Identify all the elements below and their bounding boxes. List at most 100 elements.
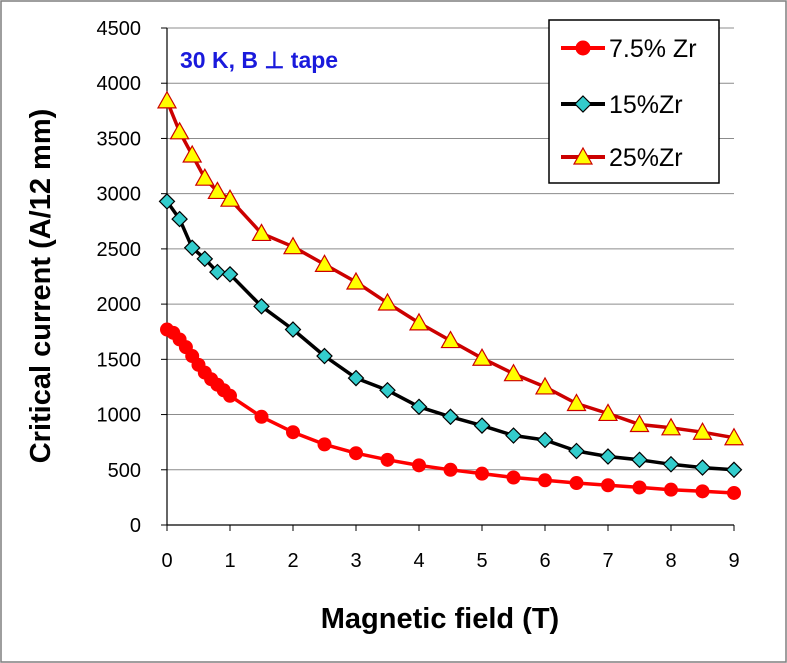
data-point-25-zr-12 — [440, 330, 461, 349]
x-tick-labels: 0 1 2 3 4 5 6 7 8 9 — [161, 550, 739, 572]
data-point-25-zr-10 — [377, 292, 398, 311]
data-point-25-zr-15 — [534, 376, 556, 395]
data-point-7-5-zr-23 — [632, 480, 647, 495]
data-point-25-zr-3 — [194, 167, 215, 186]
data-point-7-5-zr-16 — [412, 458, 426, 473]
x-tick-label-5: 5 — [476, 550, 487, 572]
data-point-25-zr-7 — [282, 236, 304, 255]
data-point-7-5-zr-12 — [286, 425, 300, 440]
data-point-7-5-zr-17 — [443, 462, 458, 477]
data-point-7-5-zr-22 — [601, 478, 615, 493]
data-point-25-zr-20 — [692, 422, 713, 440]
data-point-15-zr-14 — [505, 427, 522, 444]
data-point-25-zr-13 — [471, 348, 493, 366]
data-point-15-zr-2 — [183, 239, 201, 257]
legend-label-15-zr: 15%Zr — [609, 91, 683, 119]
data-point-15-zr-15 — [536, 431, 554, 449]
x-axis-title: Magnetic field (T) — [321, 603, 559, 635]
series-line-15-zr — [165, 200, 735, 472]
data-point-7-5-zr-10 — [223, 388, 237, 403]
data-point-25-zr-18 — [629, 414, 650, 433]
data-point-15-zr-1 — [171, 210, 188, 228]
data-point-15-zr-9 — [347, 369, 365, 387]
data-point-7-5-zr-13 — [317, 437, 332, 452]
x-tick-label-9: 9 — [728, 550, 739, 572]
y-tick-label-4500: 4500 — [97, 18, 142, 40]
data-point-25-zr-17 — [597, 403, 619, 422]
data-point-25-zr-6 — [251, 223, 272, 242]
annotation-label: 30 K, B ⊥ tape — [180, 47, 338, 73]
legend-marker-7-5-zr — [575, 40, 591, 56]
x-tick-label-0: 0 — [161, 550, 172, 572]
data-point-15-zr-6 — [253, 297, 270, 315]
data-point-7-5-zr-19 — [506, 470, 521, 485]
data-series — [156, 90, 745, 500]
y-tick-label-2000: 2000 — [97, 294, 142, 316]
x-tick-label-1: 1 — [224, 550, 235, 572]
data-point-25-zr-1 — [169, 121, 190, 140]
data-point-7-5-zr-14 — [349, 446, 363, 461]
data-point-7-5-zr-15 — [380, 452, 395, 467]
data-point-25-zr-8 — [314, 254, 335, 272]
y-axis-title: Critical current (A/12 mm) — [25, 109, 57, 464]
data-point-25-zr-16 — [566, 393, 587, 412]
data-point-7-5-zr-11 — [254, 409, 269, 424]
data-point-25-zr-11 — [408, 312, 430, 331]
data-point-25-zr-4 — [207, 181, 228, 200]
data-point-7-5-zr-18 — [475, 466, 489, 481]
y-tick-label-3000: 3000 — [97, 184, 142, 206]
data-point-15-zr-10 — [379, 381, 396, 399]
data-point-15-zr-3 — [196, 250, 214, 268]
data-point-25-zr-5 — [219, 188, 241, 207]
legend-entry-25-zr: 25%Zr — [561, 144, 683, 172]
data-point-7-5-zr-20 — [538, 473, 552, 488]
y-tick-label-2500: 2500 — [97, 239, 142, 261]
data-point-15-zr-12 — [442, 408, 459, 426]
data-point-25-zr-2 — [182, 144, 203, 163]
x-tick-label-7: 7 — [602, 550, 613, 572]
x-tick-label-3: 3 — [350, 550, 361, 572]
data-point-25-zr-0 — [156, 90, 178, 109]
data-point-15-zr-16 — [568, 442, 585, 460]
data-point-25-zr-19 — [660, 417, 682, 436]
data-point-15-zr-4 — [209, 263, 226, 281]
data-point-7-5-zr-26 — [727, 485, 741, 500]
y-tick-labels: 0 500 1000 1500 2000 2500 3000 3500 4000 4500 — [97, 18, 142, 537]
y-tick-label-0: 0 — [130, 515, 141, 537]
data-point-15-zr-20 — [694, 459, 711, 476]
x-tick-label-4: 4 — [413, 550, 424, 572]
data-point-7-5-zr-24 — [664, 482, 678, 497]
y-tick-label-500: 500 — [108, 460, 141, 482]
axes — [161, 27, 735, 531]
legend-label-7-5-zr: 7.5% Zr — [609, 35, 697, 63]
legend-entry-15-zr: 15%Zr — [561, 91, 683, 119]
legend: 7.5% Zr 15%Zr 25%Zr — [548, 19, 720, 184]
y-tick-label-3500: 3500 — [97, 128, 142, 150]
data-point-15-zr-5 — [221, 265, 239, 283]
y-tick-label-1000: 1000 — [97, 405, 142, 427]
legend-marker-15-zr — [574, 95, 592, 113]
legend-marker-25-zr — [572, 146, 594, 165]
data-point-15-zr-7 — [284, 321, 302, 338]
series-7-5-zr — [160, 322, 741, 500]
data-point-15-zr-11 — [410, 398, 428, 416]
y-tick-label-1500: 1500 — [97, 349, 142, 371]
data-point-25-zr-14 — [503, 363, 524, 382]
data-point-15-zr-8 — [316, 347, 333, 365]
data-point-15-zr-0 — [158, 193, 176, 210]
legend-entry-7-5-zr: 7.5% Zr — [561, 35, 697, 63]
legend-label-25-zr: 25%Zr — [609, 144, 683, 172]
data-point-15-zr-17 — [599, 448, 617, 465]
data-point-15-zr-18 — [631, 451, 648, 469]
x-tick-label-6: 6 — [539, 550, 550, 572]
y-tick-label-4000: 4000 — [97, 73, 142, 95]
data-point-15-zr-19 — [662, 455, 680, 473]
data-point-15-zr-13 — [473, 417, 491, 434]
series-25-zr — [156, 90, 745, 446]
series-15-zr — [158, 193, 743, 479]
data-point-15-zr-21 — [725, 461, 743, 479]
x-tick-label-2: 2 — [287, 550, 298, 572]
data-point-25-zr-9 — [345, 271, 367, 290]
x-tick-label-8: 8 — [665, 550, 676, 572]
